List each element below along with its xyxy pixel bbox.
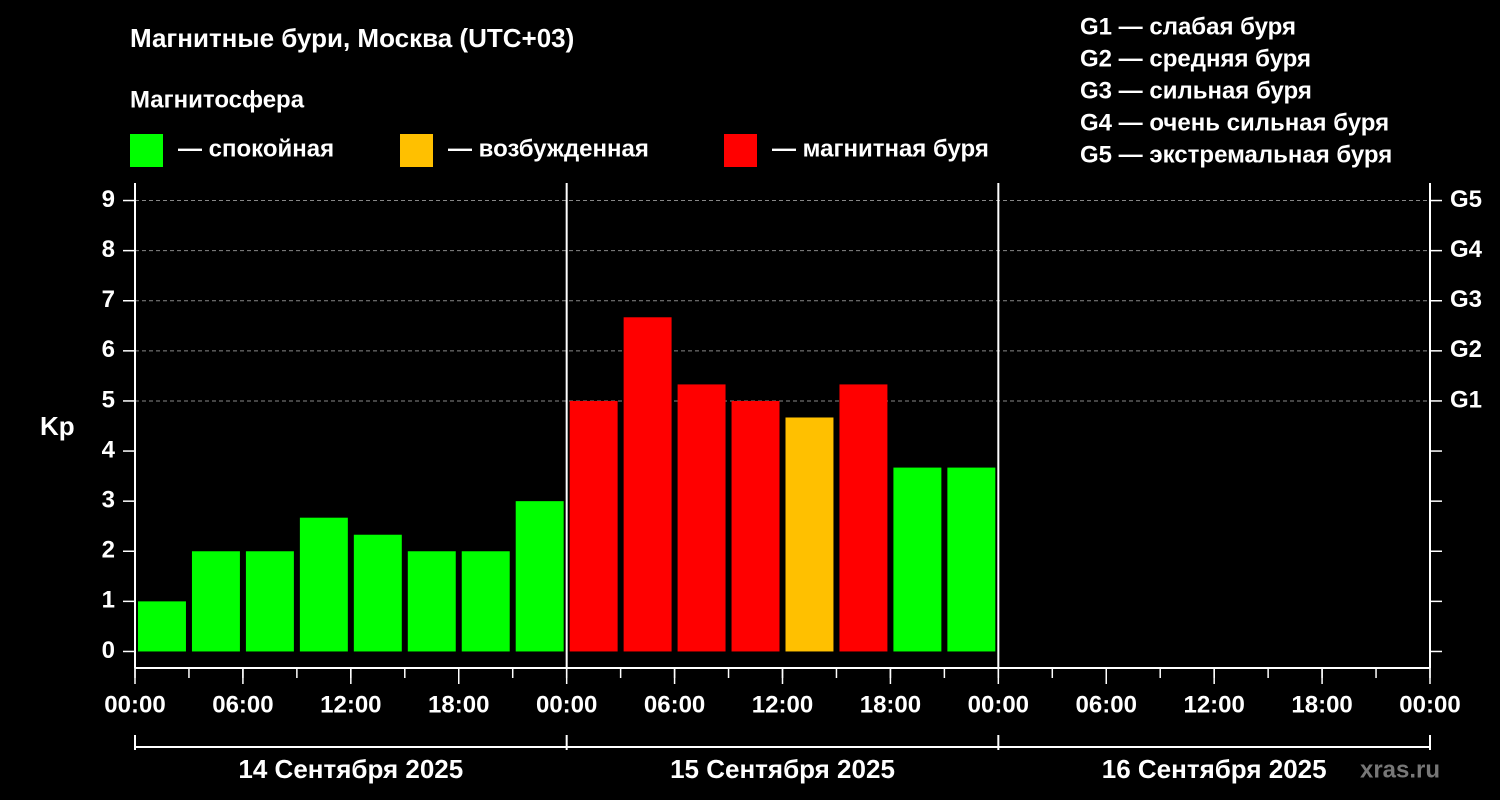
bar xyxy=(947,467,996,652)
legend-label: — магнитная буря xyxy=(772,135,989,162)
bar xyxy=(191,551,240,652)
bar xyxy=(245,551,294,652)
subtitle: Магнитосфера xyxy=(130,86,305,113)
y-tick-label: 9 xyxy=(102,186,115,213)
bar xyxy=(785,417,834,652)
legend-swatch xyxy=(400,134,433,167)
bar xyxy=(839,384,888,652)
bar xyxy=(515,501,564,652)
x-tick-label: 12:00 xyxy=(1183,691,1244,718)
bar xyxy=(353,534,402,652)
y2-tick-label: G1 xyxy=(1450,386,1482,413)
bar xyxy=(893,467,942,652)
x-tick-label: 06:00 xyxy=(644,691,705,718)
scale-legend-item: G5 — экстремальная буря xyxy=(1080,141,1392,168)
y-tick-label: 4 xyxy=(102,436,116,463)
day-label: 14 Сентября 2025 xyxy=(238,754,463,784)
x-tick-label: 00:00 xyxy=(968,691,1029,718)
scale-legend-item: G4 — очень сильная буря xyxy=(1080,109,1389,136)
y-axis-label: Kp xyxy=(40,411,75,441)
day-label: 15 Сентября 2025 xyxy=(670,754,895,784)
y2-tick-label: G5 xyxy=(1450,186,1482,213)
y2-tick-label: G2 xyxy=(1450,336,1482,363)
x-tick-label: 18:00 xyxy=(1291,691,1352,718)
day-label: 16 Сентября 2025 xyxy=(1102,754,1327,784)
scale-legend-item: G3 — сильная буря xyxy=(1080,77,1312,104)
bar xyxy=(569,400,618,652)
x-tick-label: 00:00 xyxy=(1399,691,1460,718)
x-tick-label: 18:00 xyxy=(428,691,489,718)
legend-label: — спокойная xyxy=(178,135,334,162)
x-tick-label: 00:00 xyxy=(104,691,165,718)
legend-label: — возбужденная xyxy=(448,135,649,162)
scale-legend-item: G2 — средняя буря xyxy=(1080,45,1311,72)
y2-tick-label: G3 xyxy=(1450,286,1482,313)
x-tick-label: 12:00 xyxy=(320,691,381,718)
y-tick-label: 5 xyxy=(102,386,115,413)
y-tick-label: 6 xyxy=(102,336,115,363)
y-tick-label: 7 xyxy=(102,286,115,313)
x-tick-label: 18:00 xyxy=(860,691,921,718)
y-tick-label: 3 xyxy=(102,486,115,513)
x-tick-label: 06:00 xyxy=(212,691,273,718)
x-tick-label: 00:00 xyxy=(536,691,597,718)
bar xyxy=(299,517,348,652)
bar xyxy=(731,400,780,652)
bar xyxy=(677,384,726,652)
bar xyxy=(407,551,456,652)
bar xyxy=(461,551,510,652)
chart-title: Магнитные бури, Москва (UTC+03) xyxy=(130,23,574,53)
legend-swatch xyxy=(724,134,757,167)
y2-tick-label: G4 xyxy=(1450,236,1483,263)
x-tick-label: 06:00 xyxy=(1076,691,1137,718)
y-tick-label: 0 xyxy=(102,637,115,664)
watermark: xras.ru xyxy=(1360,756,1440,783)
bar xyxy=(138,601,186,652)
x-tick-label: 12:00 xyxy=(752,691,813,718)
y-tick-label: 2 xyxy=(102,537,115,564)
legend-swatch xyxy=(130,134,163,167)
bar xyxy=(623,317,672,652)
y-tick-label: 1 xyxy=(102,587,115,614)
y-tick-label: 8 xyxy=(102,236,115,263)
scale-legend-item: G1 — слабая буря xyxy=(1080,13,1296,40)
